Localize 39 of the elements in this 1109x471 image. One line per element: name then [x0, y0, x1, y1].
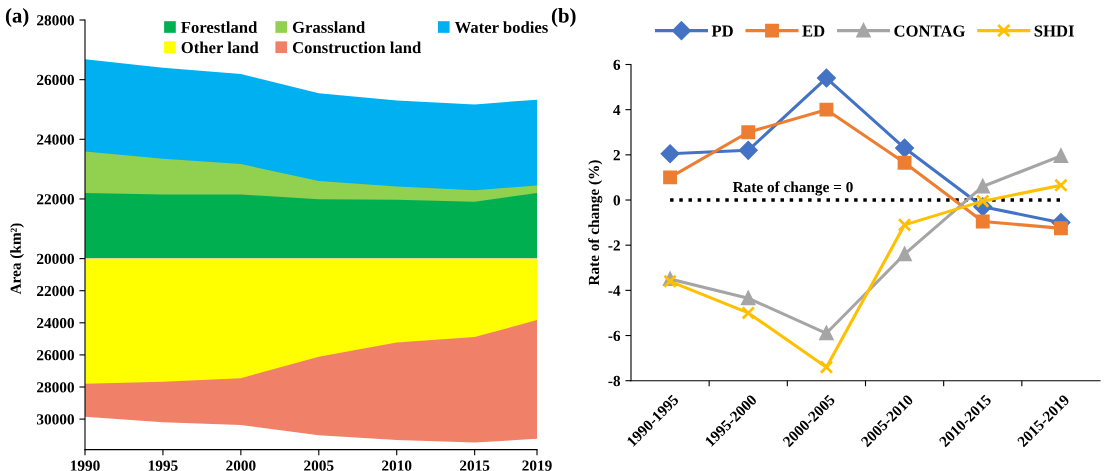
x-tick-label: 2015 — [460, 460, 490, 471]
legend-label: PD — [711, 25, 733, 37]
x-tick-label: 1995 — [148, 460, 178, 471]
y-axis-title: Rate of change (%) — [588, 160, 603, 286]
y-tick-label: 0 — [613, 195, 620, 206]
y-tick-label: 24000 — [37, 134, 74, 145]
y-axis-title: Area (km²) — [10, 223, 24, 295]
legend-label: ED — [802, 25, 825, 37]
y-tick-label: 4 — [613, 104, 621, 115]
x-tick-label: 2005 — [304, 460, 334, 471]
y-tick-label: 30000 — [36, 414, 74, 425]
x-tick-label: 2000 — [226, 460, 256, 471]
y-tick-label: -8 — [608, 375, 621, 387]
y-tick-label: 24000 — [37, 317, 74, 329]
legend-label: Construction land — [292, 41, 422, 54]
y-tick-label: -6 — [608, 330, 621, 341]
y-tick-label: 28000 — [37, 15, 74, 26]
chart-title: (a) — [5, 8, 29, 27]
x-tick-label: 2019 — [522, 460, 552, 471]
y-tick-label: 26000 — [37, 74, 74, 86]
legend-label: SHDI — [1034, 25, 1074, 37]
y-tick-label: 2 — [613, 150, 620, 161]
y-tick-label: -4 — [608, 285, 621, 296]
y-tick-label: 22000 — [37, 285, 74, 297]
legend-label: Grassland — [292, 21, 366, 34]
chart-title: (b) — [551, 8, 576, 27]
ref-line-label: Rate of change = 0 — [732, 181, 853, 196]
x-tick-label: 1990 — [70, 460, 100, 471]
y-tick-label: 22000 — [37, 194, 74, 205]
y-tick-label: -2 — [608, 240, 620, 251]
legend-label: Forestland — [181, 21, 258, 34]
y-tick-label: 28000 — [37, 382, 74, 393]
legend-label: CONTAG — [894, 25, 965, 37]
y-tick-label: 20000 — [37, 253, 74, 265]
y-tick-label: 6 — [613, 59, 621, 70]
y-tick-label: 26000 — [37, 350, 74, 361]
legend-label: Other land — [181, 41, 259, 54]
x-tick-label: 2010 — [382, 460, 412, 471]
legend-label: Water bodies — [454, 21, 548, 34]
